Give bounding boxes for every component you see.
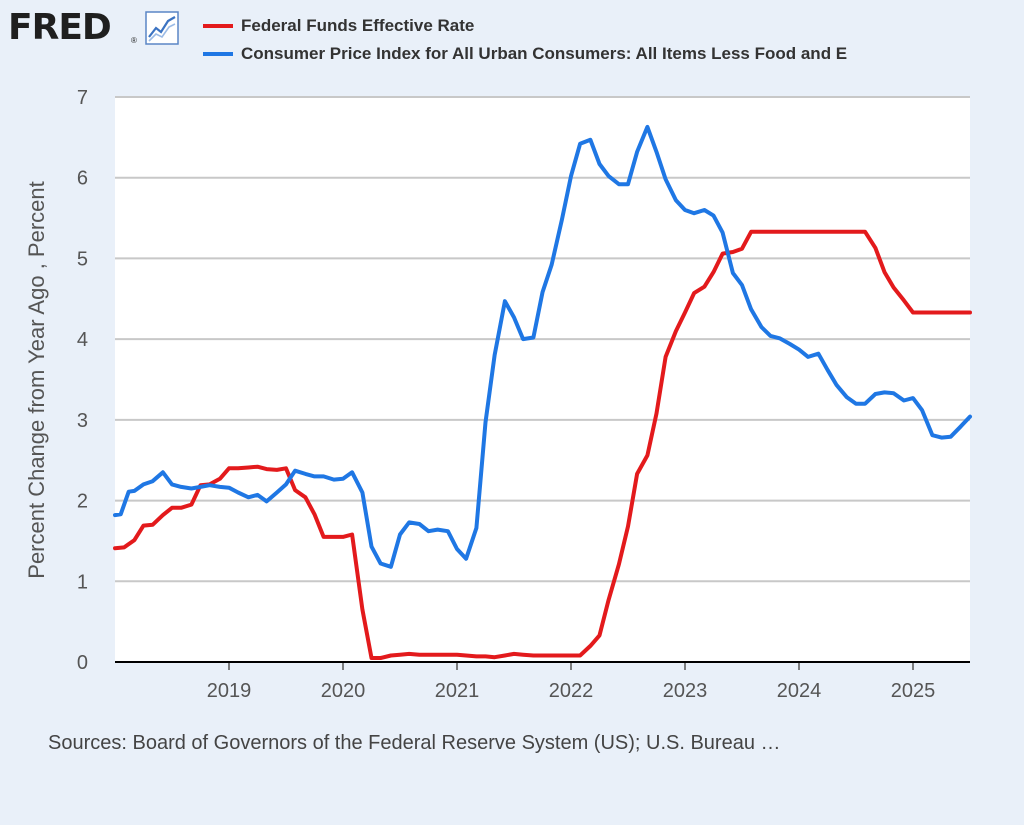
fred-logo: FRED — [8, 7, 112, 48]
registered-mark: ® — [131, 36, 137, 45]
series-lines — [113, 124, 972, 660]
legend-item-cpi[interactable]: Consumer Price Index for All Urban Consu… — [203, 43, 847, 65]
x-tick-label: 2021 — [435, 680, 480, 702]
legend-swatch-cpi — [203, 52, 233, 56]
y-tick-label: 3 — [77, 410, 88, 432]
grid-lines — [115, 96, 970, 583]
legend-item-fed-funds[interactable]: Federal Funds Effective Rate — [203, 15, 474, 37]
x-tick-label: 2022 — [549, 680, 594, 702]
y-tick-label: 0 — [77, 652, 88, 674]
x-tick-label: 2024 — [777, 680, 822, 702]
y-tick-label: 5 — [77, 248, 88, 270]
x-tick-label: 2020 — [321, 680, 366, 702]
y-axis-ticks: 0 1 2 3 4 5 6 7 — [77, 87, 88, 674]
y-tick-label: 6 — [77, 168, 88, 190]
y-tick-label: 2 — [77, 491, 88, 513]
legend-label-cpi: Consumer Price Index for All Urban Consu… — [241, 44, 848, 63]
legend-label-fed-funds: Federal Funds Effective Rate — [241, 16, 475, 35]
line-chart-icon — [145, 11, 179, 45]
line-chart[interactable]: 0 1 2 3 4 5 6 7 2019 2020 2021 2022 2023 2024 2025 Pe… — [0, 0, 1024, 720]
series-line-fed-funds[interactable] — [113, 229, 972, 660]
sources-note: Sources: Board of Governors of the Feder… — [48, 732, 781, 754]
x-tick-label: 2019 — [207, 680, 252, 702]
y-tick-label: 7 — [77, 87, 88, 109]
series-line-cpi[interactable] — [113, 124, 972, 569]
y-axis-label: Percent Change from Year Ago , Percent — [24, 181, 49, 578]
x-tick-label: 2025 — [891, 680, 936, 702]
y-tick-label: 4 — [77, 329, 88, 351]
legend-swatch-fed-funds — [203, 24, 233, 28]
y-tick-label: 1 — [77, 571, 88, 593]
x-tick-label: 2023 — [663, 680, 708, 702]
plot-area — [115, 97, 970, 662]
x-axis-ticks: 2019 2020 2021 2022 2023 2024 2025 — [207, 662, 936, 702]
